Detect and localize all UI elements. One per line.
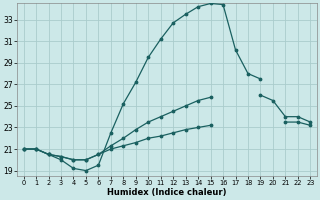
X-axis label: Humidex (Indice chaleur): Humidex (Indice chaleur) [107, 188, 227, 197]
